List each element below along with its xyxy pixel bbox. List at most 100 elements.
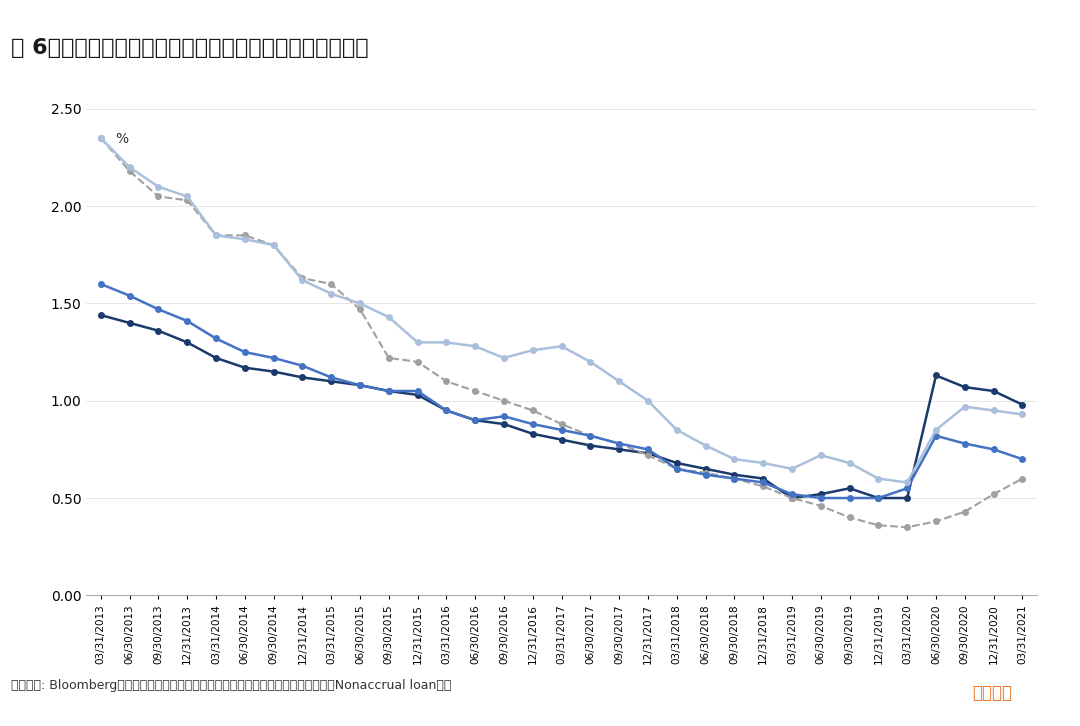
美国银行 xyxy=(814,502,827,510)
富国银行 xyxy=(958,402,971,411)
美国银行 xyxy=(642,451,654,460)
摩根大通 xyxy=(94,311,107,319)
富国银行 xyxy=(123,163,136,171)
美国银行 xyxy=(498,396,511,405)
摩根大通 xyxy=(785,494,798,502)
富国银行 xyxy=(152,182,165,191)
摩根大通 xyxy=(498,420,511,428)
摩根大通 xyxy=(123,319,136,327)
摩根大通 xyxy=(1016,400,1029,409)
美国银行 xyxy=(872,521,885,530)
花旗集团 xyxy=(757,478,770,487)
Line: 摩根大通: 摩根大通 xyxy=(98,312,1025,501)
花旗集团 xyxy=(843,494,856,502)
Line: 花旗集团: 花旗集团 xyxy=(98,281,1025,501)
摩根大通 xyxy=(239,363,252,372)
富国银行 xyxy=(757,459,770,468)
美国银行 xyxy=(353,305,366,314)
花旗集团 xyxy=(382,387,395,396)
美国银行 xyxy=(1016,474,1029,483)
富国银行 xyxy=(728,454,741,463)
美国银行 xyxy=(671,465,684,473)
富国银行 xyxy=(440,338,453,347)
摩根大通 xyxy=(382,387,395,396)
花旗集团 xyxy=(642,445,654,454)
富国银行 xyxy=(930,425,943,434)
Text: 资料来源: Bloomberg，国信证券经济研究所整理。注明：不良贷款主要指非应计贷款（Nonaccrual loan）。: 资料来源: Bloomberg，国信证券经济研究所整理。注明：不良贷款主要指非应… xyxy=(11,679,451,692)
花旗集团 xyxy=(1016,454,1029,463)
美国银行 xyxy=(930,517,943,526)
富国银行 xyxy=(872,474,885,483)
花旗集团 xyxy=(325,373,338,382)
花旗集团 xyxy=(612,439,625,448)
摩根大通 xyxy=(555,436,568,444)
摩根大通 xyxy=(526,430,539,439)
花旗集团 xyxy=(123,291,136,300)
富国银行 xyxy=(785,465,798,473)
花旗集团 xyxy=(555,425,568,434)
摩根大通 xyxy=(958,383,971,391)
花旗集团 xyxy=(699,470,712,479)
花旗集团 xyxy=(296,362,309,370)
花旗集团 xyxy=(469,416,482,425)
花旗集团 xyxy=(180,317,193,325)
美国银行 xyxy=(325,280,338,288)
富国银行 xyxy=(325,290,338,298)
花旗集团 xyxy=(239,348,252,356)
富国银行 xyxy=(901,478,914,487)
摩根大通 xyxy=(296,373,309,382)
富国银行 xyxy=(353,299,366,308)
富国银行 xyxy=(210,231,222,240)
富国银行 xyxy=(699,441,712,450)
摩根大通 xyxy=(210,354,222,362)
富国银行 xyxy=(642,396,654,405)
花旗集团 xyxy=(584,431,597,440)
富国银行 xyxy=(814,451,827,460)
美国银行 xyxy=(612,439,625,448)
富国银行 xyxy=(267,241,280,250)
花旗集团 xyxy=(440,406,453,415)
摩根大通 xyxy=(469,416,482,425)
富国银行 xyxy=(239,235,252,244)
富国银行 xyxy=(411,338,424,347)
美国银行 xyxy=(785,494,798,502)
花旗集团 xyxy=(210,334,222,343)
花旗集团 xyxy=(958,439,971,448)
富国银行 xyxy=(987,406,1000,415)
富国银行 xyxy=(612,377,625,386)
摩根大通 xyxy=(757,474,770,483)
富国银行 xyxy=(296,276,309,285)
花旗集团 xyxy=(872,494,885,502)
富国银行 xyxy=(584,357,597,366)
Text: 图 6：摩根大通、花旗集团和富国银行不良贷款率环比下行: 图 6：摩根大通、花旗集团和富国银行不良贷款率环比下行 xyxy=(11,38,368,58)
美国银行 xyxy=(440,377,453,386)
美国银行 xyxy=(901,523,914,531)
富国银行 xyxy=(469,342,482,351)
摩根大通 xyxy=(901,494,914,502)
花旗集团 xyxy=(152,305,165,314)
花旗集团 xyxy=(498,412,511,420)
花旗集团 xyxy=(411,387,424,396)
美国银行 xyxy=(469,387,482,396)
摩根大通 xyxy=(642,449,654,457)
Text: %: % xyxy=(116,132,129,146)
美国银行 xyxy=(152,192,165,201)
美国银行 xyxy=(987,490,1000,499)
富国银行 xyxy=(671,425,684,434)
摩根大通 xyxy=(325,377,338,386)
富国银行 xyxy=(526,346,539,354)
美国银行 xyxy=(180,196,193,205)
摩根大通 xyxy=(728,470,741,479)
美国银行 xyxy=(210,231,222,240)
摩根大通 xyxy=(872,494,885,502)
摩根大通 xyxy=(180,338,193,347)
花旗集团 xyxy=(526,420,539,428)
摩根大通 xyxy=(699,465,712,473)
富国银行 xyxy=(94,134,107,142)
美国银行 xyxy=(699,468,712,477)
美国银行 xyxy=(555,420,568,428)
美国银行 xyxy=(728,474,741,483)
美国银行 xyxy=(526,406,539,415)
美国银行 xyxy=(757,482,770,491)
摩根大通 xyxy=(930,371,943,380)
